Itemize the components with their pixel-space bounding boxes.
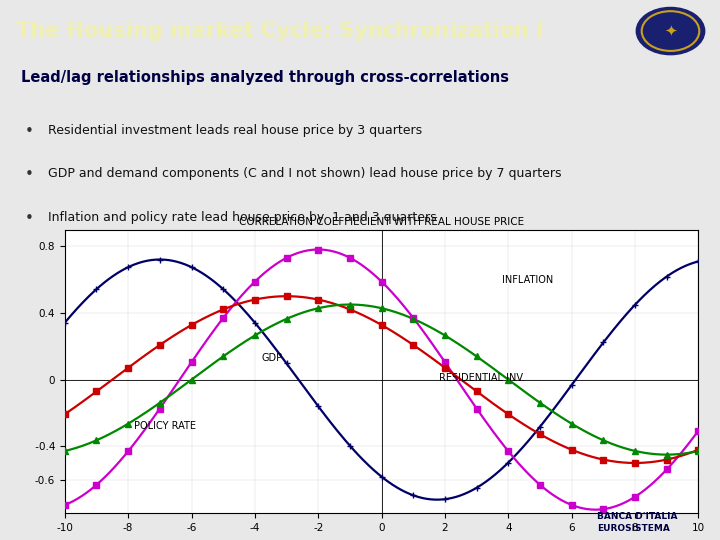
Text: Inflation and policy rate lead house price by  1 and 3 quarters: Inflation and policy rate lead house pri… xyxy=(48,211,436,224)
Text: BANCA D'ITALIA
EUROSISTEMA: BANCA D'ITALIA EUROSISTEMA xyxy=(597,512,678,533)
Text: Residential investment leads real house price by 3 quarters: Residential investment leads real house … xyxy=(48,124,422,137)
Title: CORRELATION COEFFIECIENT WITH REAL HOUSE PRICE: CORRELATION COEFFIECIENT WITH REAL HOUSE… xyxy=(239,217,524,227)
Text: •: • xyxy=(24,124,34,139)
Text: GDP and demand components (C and I not shown) lead house price by 7 quarters: GDP and demand components (C and I not s… xyxy=(48,167,561,180)
Text: POLICY RATE: POLICY RATE xyxy=(135,421,197,431)
Text: Lead/lag relationships analyzed through cross-correlations: Lead/lag relationships analyzed through … xyxy=(22,70,509,85)
Text: •: • xyxy=(24,167,34,183)
Text: •: • xyxy=(24,211,34,226)
Circle shape xyxy=(636,8,705,55)
Text: GDP: GDP xyxy=(261,353,282,363)
Text: The Housing market Cycle: Synchronization I: The Housing market Cycle: Synchronizatio… xyxy=(16,21,544,41)
Text: INFLATION: INFLATION xyxy=(502,274,553,285)
Text: ✦: ✦ xyxy=(664,24,677,38)
Text: RESIDENTIAL INV.: RESIDENTIAL INV. xyxy=(438,373,524,383)
